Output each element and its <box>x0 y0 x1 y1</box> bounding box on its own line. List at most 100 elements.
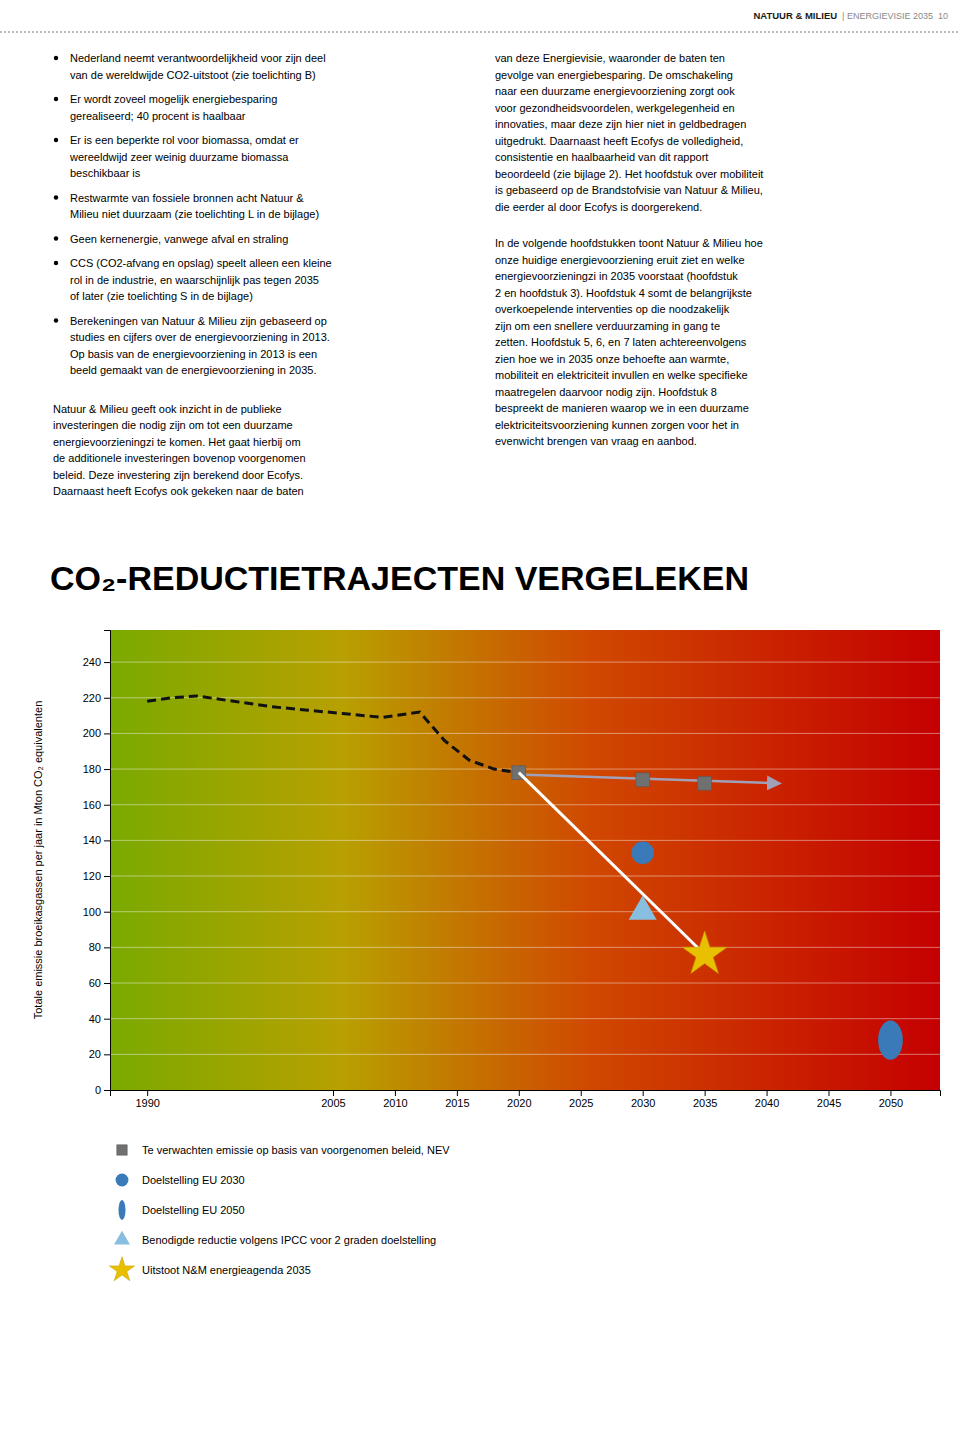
bullet-text-line: studies en cijfers over de energievoorzi… <box>70 331 330 343</box>
bullet-text-line: Nederland neemt verantwoordelijkheid voo… <box>70 52 326 64</box>
paragraph-line: beleid. Deze investering zijn berekend d… <box>53 469 303 481</box>
y-tick-label: 40 <box>89 1013 101 1025</box>
legend-label: Uitstoot N&M energieagenda 2035 <box>142 1264 311 1276</box>
y-tick-label: 20 <box>89 1048 101 1060</box>
x-tick-mark <box>705 1090 706 1096</box>
paragraph-line: energievoorzieningzi in 2035 voorstaat (… <box>495 270 738 282</box>
x-tick-label: 2010 <box>383 1097 407 1109</box>
bullet-text-line: Milieu niet duurzaam (zie toelichting L … <box>70 208 319 220</box>
paragraph-line: elektriciteitsvoorziening kunnen zorgen … <box>495 419 739 431</box>
bullet <box>54 56 58 60</box>
marks <box>147 696 903 1060</box>
x-tick: 2005 <box>321 1090 345 1109</box>
x-tick: 2030 <box>631 1090 655 1109</box>
x-tick: 2045 <box>817 1090 841 1109</box>
x-tick-mark <box>643 1090 644 1096</box>
header-light: | ENERGIEVISIE 2035 10 <box>842 11 948 21</box>
grid-line <box>110 662 940 663</box>
grid-line <box>110 733 940 734</box>
paragraph-line: naar een duurzame energievoorziening zor… <box>495 85 735 97</box>
y-axis: 020406080100120140160180200220240 <box>83 631 111 1097</box>
bullet-text-line: of later (zie toelichting S in de bijlag… <box>70 290 253 302</box>
paragraph-line: Daarnaast heeft Ecofys ook gekeken naar … <box>53 485 304 497</box>
y-tick: 0 <box>95 1084 110 1096</box>
paragraph-line: In de volgende hoofdstukken toont Natuur… <box>495 237 763 249</box>
x-tick-mark <box>457 1090 458 1096</box>
grid-line <box>110 911 940 912</box>
y-tick-label: 0 <box>95 1084 101 1096</box>
x-tick-mark <box>581 1090 582 1096</box>
grid-line <box>110 983 940 984</box>
paragraph: Natuur & Milieu geeft ook inzicht in de … <box>53 403 306 498</box>
y-tick: 220 <box>83 692 110 704</box>
legend-label: Doelstelling EU 2050 <box>142 1204 245 1216</box>
y-tick: 60 <box>89 977 110 989</box>
paragraph-line: maatregelen daarvoor nodig zijn. Hoofdst… <box>495 386 717 398</box>
y-axis-line <box>104 631 111 1091</box>
y-tick-mark <box>104 1054 110 1055</box>
x-tick: 2035 <box>693 1090 717 1109</box>
paragraph-line: innovaties, maar deze zijn hier niet in … <box>495 118 746 130</box>
page: | ENERGIEVISIE 2035 10 NATUUR & MILIEU Ned… <box>0 0 960 1448</box>
x-tick-label: 2015 <box>445 1097 469 1109</box>
header: | ENERGIEVISIE 2035 10 NATUUR & MILIEU <box>753 10 948 21</box>
paragraph-line: die eerder al door Ecofys is doorgereken… <box>495 201 702 213</box>
y-tick-mark <box>104 983 110 984</box>
bullet <box>54 318 58 322</box>
bullet-text-line: gerealiseerd; 40 procent is haalbaar <box>70 110 246 122</box>
bullet-text: Er is een beperkte rol voor biomassa, om… <box>69 134 299 179</box>
paragraph-line: beoordeeld (zie bijlage 2). Het hoofdstu… <box>495 168 763 180</box>
bullet-text-line: Geen kernenergie, vanwege afval en stral… <box>70 233 288 245</box>
grid-line <box>110 804 940 805</box>
y-tick: 160 <box>83 799 110 811</box>
title: CO₂-REDUCTIETRAJECTEN VERGELEKEN <box>50 559 749 597</box>
x-tick-label: 1990 <box>135 1097 159 1109</box>
x-tick: 2050 <box>879 1090 903 1109</box>
paragraph: In de volgende hoofdstukken toont Natuur… <box>495 237 763 447</box>
grid-line <box>110 947 940 948</box>
point-circle <box>631 842 654 865</box>
x-tick-label: 2025 <box>569 1097 593 1109</box>
series-line <box>519 773 705 955</box>
y-tick: 120 <box>83 870 110 882</box>
y-tick: 40 <box>89 1013 110 1025</box>
x-tick-label: 2030 <box>631 1097 655 1109</box>
bullet-text-line: CCS (CO2-afvang en opslag) speelt alleen… <box>70 257 332 269</box>
x-axis: 1990200520102015202020252030203520402045… <box>111 1090 941 1109</box>
legend-item: Benodigde reductie volgens IPCC voor 2 g… <box>114 1231 436 1246</box>
x-tick: 2020 <box>507 1090 531 1109</box>
y-tick: 200 <box>83 727 110 739</box>
target-ellipse <box>878 1020 903 1059</box>
x-tick-mark <box>519 1090 520 1096</box>
y-tick-mark <box>104 1090 110 1091</box>
header-bold: NATUUR & MILIEU <box>753 10 837 21</box>
bullet-text-line: Restwarmte van fossiele bronnen acht Nat… <box>70 192 304 204</box>
paragraph-line: 2 en hoofdstuk 3). Hoofdstuk 4 somt de b… <box>495 287 752 299</box>
bullet <box>54 138 58 142</box>
separator <box>0 32 960 33</box>
y-tick: 100 <box>83 906 110 918</box>
bullet <box>54 97 58 101</box>
x-tick-mark <box>829 1090 830 1096</box>
y-tick-label: 240 <box>83 656 101 668</box>
legend-item: Doelstelling EU 2050 <box>119 1200 245 1220</box>
bullet-text-line: van de wereldwijde CO2-uitstoot (zie toe… <box>70 69 316 81</box>
series-line <box>147 696 519 773</box>
y-axis-title: Totale emissie broeikasgassen per jaar i… <box>32 701 44 1020</box>
point-square <box>636 773 650 787</box>
paragraph-line: onze huidige energievoorziening eruit zi… <box>495 254 745 266</box>
paragraph-line: Natuur & Milieu geeft ook inzicht in de … <box>53 403 282 415</box>
bullet-text-line: Berekeningen van Natuur & Milieu zijn ge… <box>70 315 327 327</box>
x-tick-label: 2020 <box>507 1097 531 1109</box>
y-tick-label: 180 <box>83 763 101 775</box>
legend-label: Doelstelling EU 2030 <box>142 1174 245 1186</box>
bullet <box>54 195 58 199</box>
x-tick-mark <box>333 1090 334 1096</box>
legend-item: Uitstoot N&M energieagenda 2035 <box>109 1257 310 1281</box>
paragraph-line: consistentie en haalbaarheid van dit rap… <box>495 151 708 163</box>
y-tick-mark <box>104 805 110 806</box>
y-tick-mark <box>104 840 110 841</box>
bullet-text: CCS (CO2-afvang en opslag) speelt alleen… <box>70 257 332 302</box>
x-axis-line <box>111 1091 941 1097</box>
bullet <box>54 261 58 265</box>
